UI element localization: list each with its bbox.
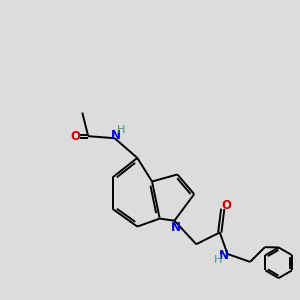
Text: N: N [110,129,121,142]
Text: O: O [70,130,80,143]
Text: H: H [214,255,222,266]
Text: H: H [117,125,125,135]
Text: O: O [221,200,231,212]
Text: N: N [171,220,181,234]
Text: N: N [219,249,229,262]
